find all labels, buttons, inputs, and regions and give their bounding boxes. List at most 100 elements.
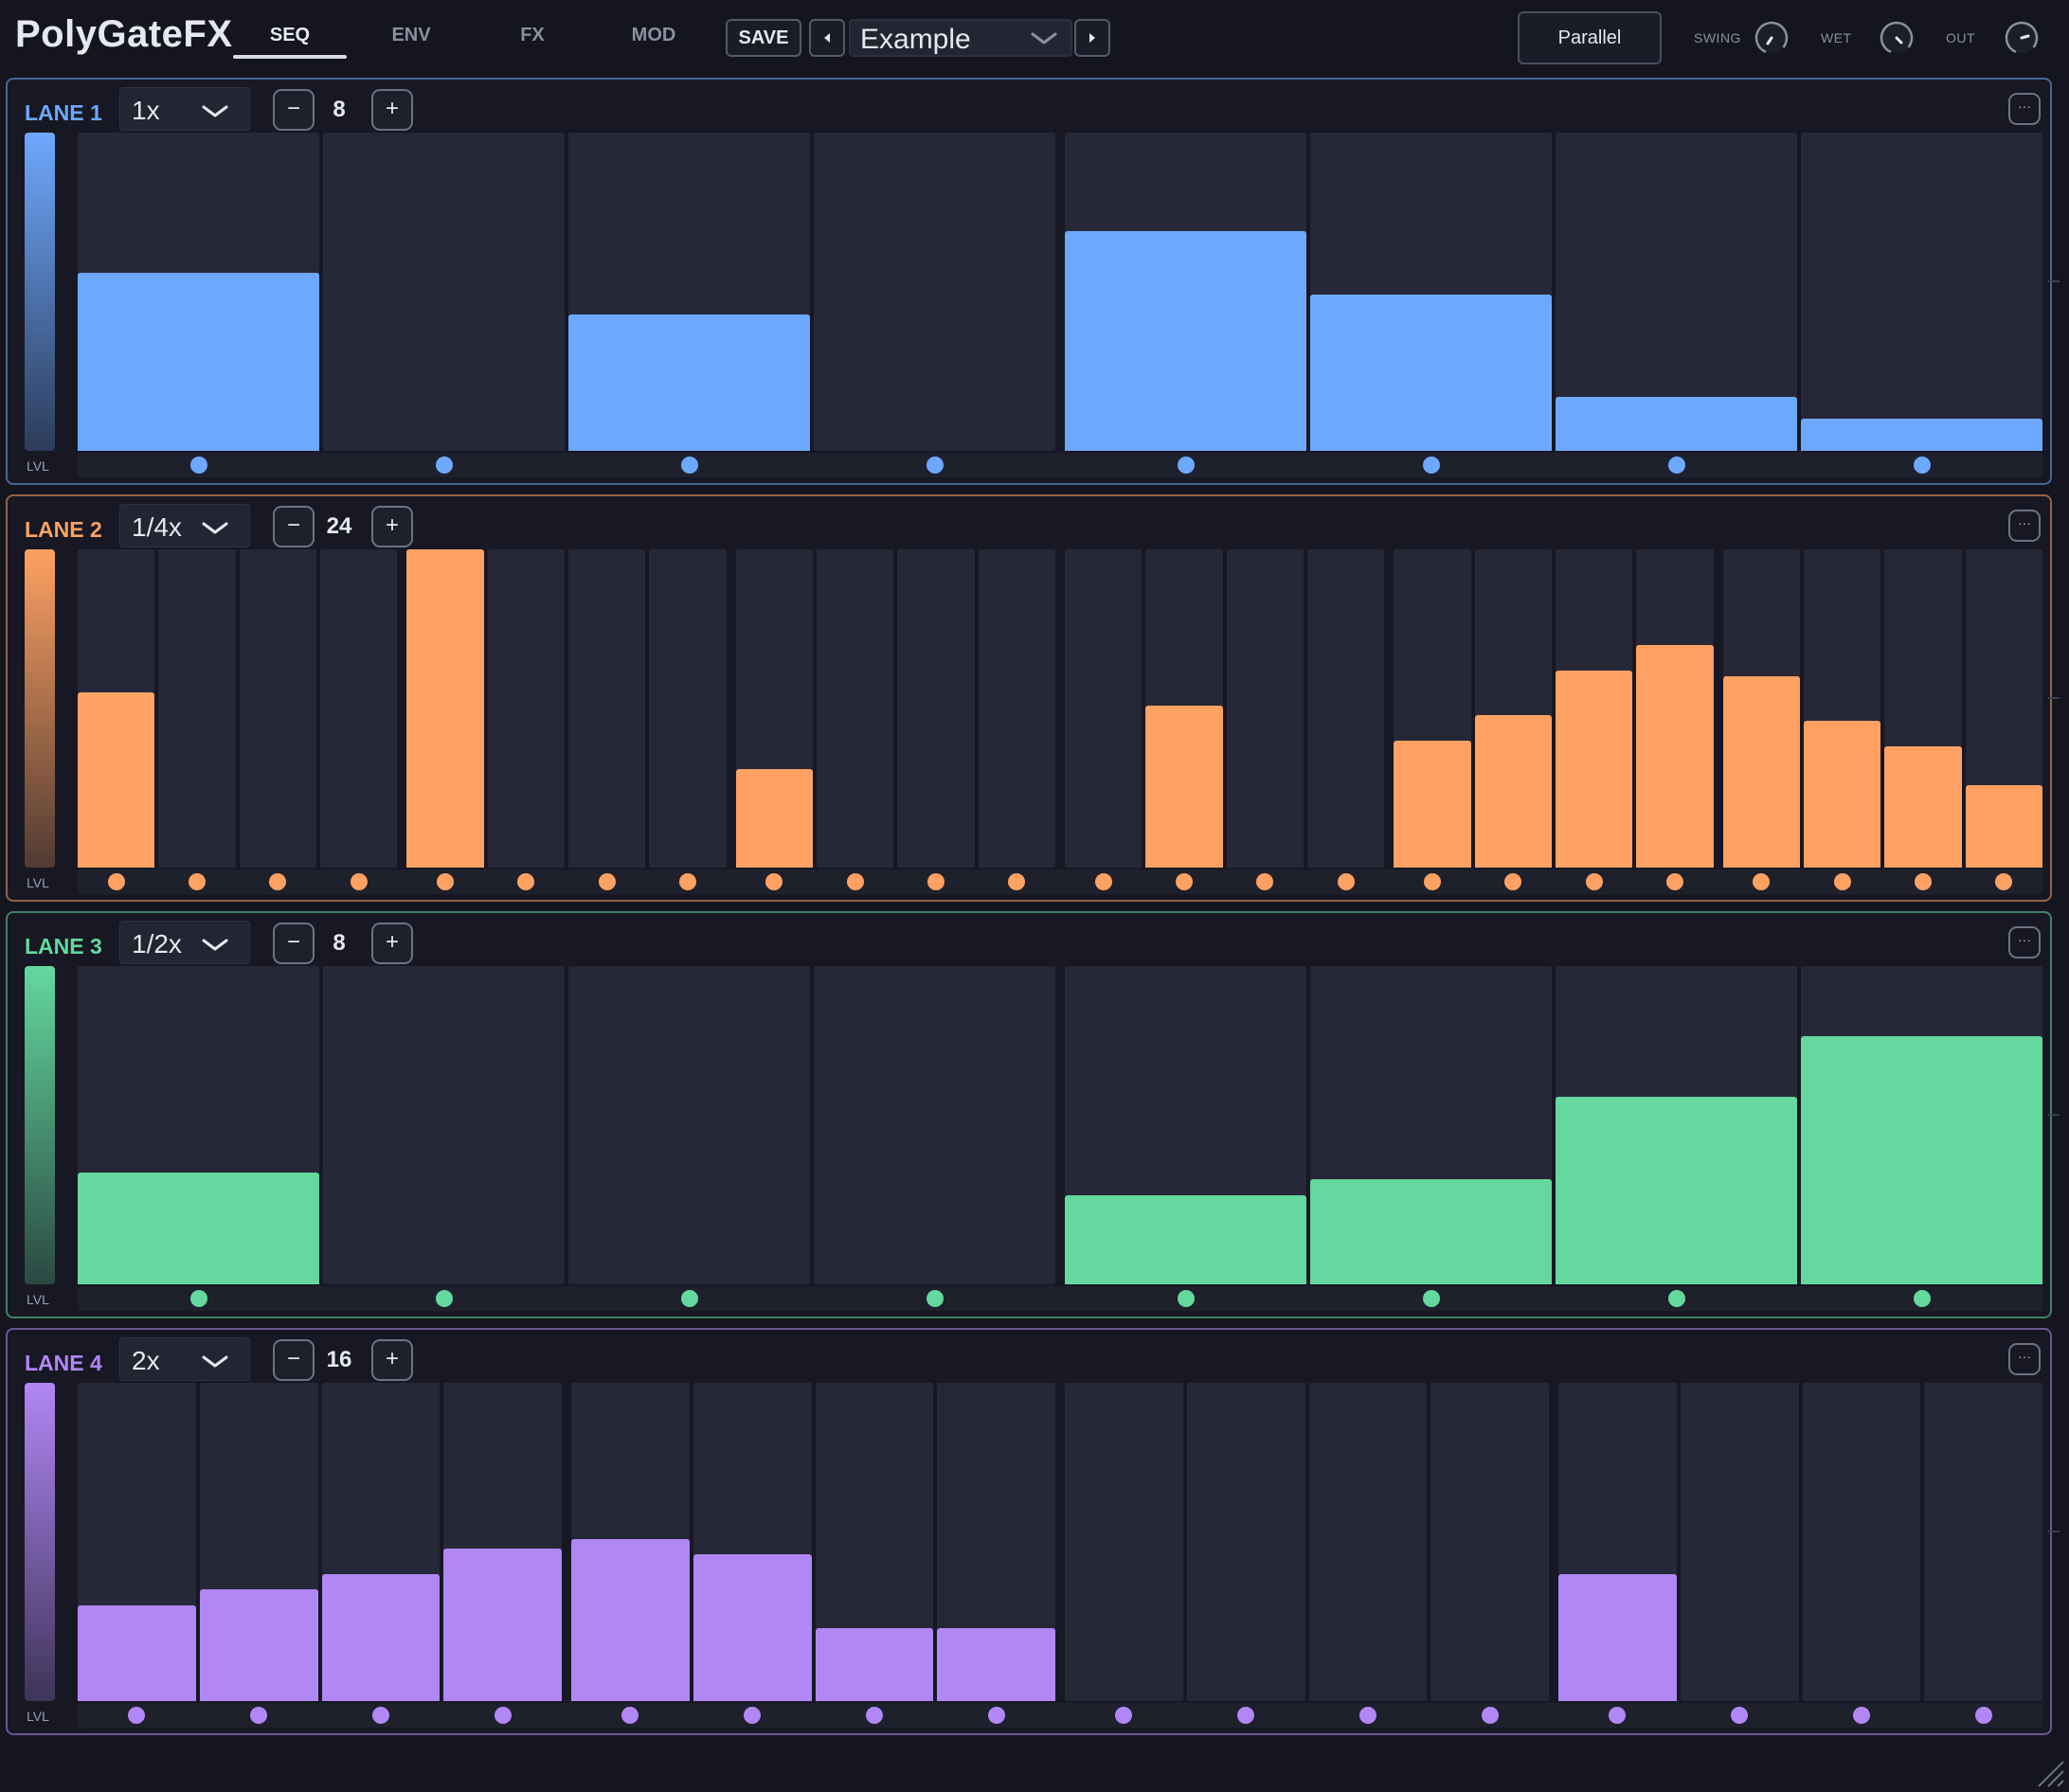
step-cell[interactable] [649,549,727,868]
step-cell[interactable] [1145,549,1223,868]
step-cell[interactable] [1226,549,1304,868]
lane-menu-button[interactable]: ··· [2008,1343,2041,1375]
level-slider[interactable] [25,549,55,868]
step-cell[interactable] [78,549,155,868]
step-cell[interactable] [693,1383,812,1701]
next-preset-button[interactable] [1074,19,1110,57]
routing-mode-button[interactable]: Parallel [1518,11,1662,64]
step-cell[interactable] [1065,133,1306,451]
step-cell[interactable] [568,133,810,451]
step-toggle-dot[interactable] [765,873,783,890]
rate-dropdown[interactable]: 1x [119,87,250,131]
step-cell[interactable] [1065,549,1142,868]
tab-fx[interactable]: FX [520,25,545,45]
step-toggle-dot[interactable] [744,1707,762,1724]
step-toggle-dot[interactable] [679,873,696,890]
step-toggle-dot[interactable] [926,1290,944,1307]
step-toggle-dot[interactable] [1666,873,1683,890]
step-toggle-dot[interactable] [1585,873,1603,890]
step-cell[interactable] [815,1383,934,1701]
step-toggle-dot[interactable] [189,457,207,474]
step-cell[interactable] [568,966,810,1284]
step-toggle-dot[interactable] [1833,873,1851,890]
step-toggle-dot[interactable] [865,1707,883,1724]
step-toggle-dot[interactable] [1667,457,1685,474]
step-cell[interactable] [199,1383,318,1701]
tab-env[interactable]: ENV [391,25,431,45]
step-cell[interactable] [406,549,484,868]
step-toggle-dot[interactable] [1731,1707,1749,1724]
increase-steps-button[interactable]: + [371,89,413,131]
step-cell[interactable] [323,133,565,451]
level-slider[interactable] [25,966,55,1284]
step-toggle-dot[interactable] [1176,873,1193,890]
step-toggle-dot[interactable] [1667,1290,1685,1307]
step-toggle-dot[interactable] [269,873,287,890]
step-toggle-dot[interactable] [1256,873,1274,890]
step-toggle-dot[interactable] [1094,873,1112,890]
step-cell[interactable] [1065,1383,1183,1701]
step-cell[interactable] [1802,1383,1921,1701]
rate-dropdown[interactable]: 1/4x [119,504,250,547]
step-cell[interactable] [814,966,1055,1284]
step-toggle-dot[interactable] [1974,1707,1992,1724]
lane-menu-button[interactable]: ··· [2008,926,2041,959]
step-toggle-dot[interactable] [680,1290,698,1307]
step-toggle-dot[interactable] [1852,1707,1870,1724]
level-slider[interactable] [25,133,55,451]
step-cell[interactable] [321,1383,441,1701]
step-cell[interactable] [443,1383,562,1701]
decrease-steps-button[interactable]: − [273,923,315,964]
step-cell[interactable] [78,133,319,451]
step-cell[interactable] [571,1383,690,1701]
step-cell[interactable] [1430,1383,1549,1701]
step-toggle-dot[interactable] [987,1707,1005,1724]
step-cell[interactable] [1310,966,1552,1284]
step-cell[interactable] [1556,549,1633,868]
step-toggle-dot[interactable] [517,873,535,890]
decrease-steps-button[interactable]: − [273,1339,315,1381]
step-cell[interactable] [320,549,398,868]
step-toggle-dot[interactable] [1177,457,1195,474]
step-cell[interactable] [1924,1383,2042,1701]
rate-dropdown[interactable]: 1/2x [119,921,250,964]
resize-grip-icon[interactable] [2029,1752,2067,1790]
step-toggle-dot[interactable] [621,1707,639,1724]
step-cell[interactable] [323,966,565,1284]
step-toggle-dot[interactable] [1915,873,1932,890]
lane-menu-button[interactable]: ··· [2008,510,2041,542]
step-toggle-dot[interactable] [107,873,125,890]
step-toggle-dot[interactable] [1424,873,1441,890]
step-toggle-dot[interactable] [1237,1707,1255,1724]
step-cell[interactable] [1310,133,1552,451]
save-button[interactable]: SAVE [726,19,801,57]
step-toggle-dot[interactable] [927,873,945,890]
increase-steps-button[interactable]: + [371,506,413,547]
step-toggle-dot[interactable] [250,1707,268,1724]
rate-dropdown[interactable]: 2x [119,1337,250,1381]
tab-seq[interactable]: SEQ [269,25,311,45]
step-toggle-dot[interactable] [1504,873,1522,890]
step-toggle-dot[interactable] [680,457,698,474]
step-cell[interactable] [1186,1383,1305,1701]
step-toggle-dot[interactable] [189,873,206,890]
step-toggle-dot[interactable] [1358,1707,1376,1724]
step-cell[interactable] [1804,549,1881,868]
step-cell[interactable] [1801,133,2042,451]
step-cell[interactable] [1558,1383,1677,1701]
step-toggle-dot[interactable] [1481,1707,1499,1724]
step-toggle-dot[interactable] [1177,1290,1195,1307]
step-cell[interactable] [978,549,1055,868]
step-cell[interactable] [1680,1383,1799,1701]
increase-steps-button[interactable]: + [371,923,413,964]
step-toggle-dot[interactable] [926,457,944,474]
step-toggle-dot[interactable] [1753,873,1771,890]
level-slider[interactable] [25,1383,55,1701]
step-cell[interactable] [735,549,813,868]
step-cell[interactable] [1884,549,1962,868]
step-cell[interactable] [1307,549,1385,868]
step-cell[interactable] [78,1383,196,1701]
step-cell[interactable] [937,1383,1055,1701]
step-toggle-dot[interactable] [494,1707,512,1724]
step-cell[interactable] [568,549,646,868]
